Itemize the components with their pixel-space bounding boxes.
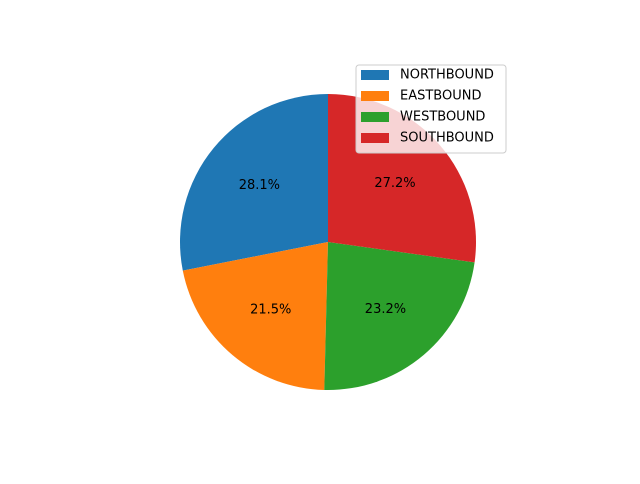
pie-slice-labels: 28.1% 21.5% 23.2% 27.2%	[239, 176, 416, 317]
pie-slice-westbound	[324, 242, 475, 390]
slice-label-eastbound: 21.5%	[250, 302, 291, 317]
legend-swatch-westbound	[361, 112, 389, 122]
slice-label-southbound: 27.2%	[374, 176, 415, 191]
legend-swatch-southbound	[361, 133, 389, 143]
legend-frame	[355, 64, 507, 154]
legend: NORTHBOUND EASTBOUND WESTBOUND SOUTHBOUND	[355, 64, 507, 154]
legend-swatch-eastbound	[361, 91, 389, 101]
pie-slice-northbound	[180, 94, 328, 271]
pie-slice-eastbound	[182, 242, 328, 390]
slice-label-northbound: 28.1%	[239, 178, 280, 193]
legend-swatch-northbound	[361, 70, 389, 80]
legend-label-westbound: WESTBOUND	[400, 110, 485, 125]
legend-label-northbound: NORTHBOUND	[400, 68, 494, 83]
legend-label-eastbound: EASTBOUND	[400, 89, 481, 104]
legend-label-southbound: SOUTHBOUND	[400, 131, 494, 146]
slice-label-westbound: 23.2%	[365, 302, 406, 317]
